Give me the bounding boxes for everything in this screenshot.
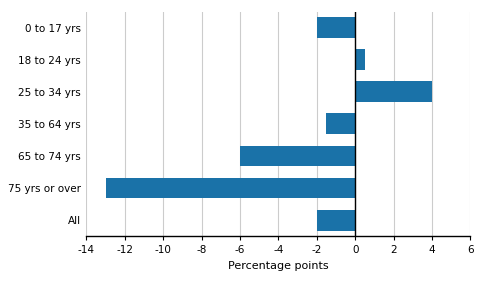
- Bar: [317, 17, 355, 38]
- Bar: [355, 81, 432, 102]
- Bar: [326, 113, 355, 134]
- Bar: [106, 178, 355, 198]
- Bar: [317, 210, 355, 230]
- Bar: [355, 49, 365, 70]
- Bar: [240, 145, 355, 166]
- X-axis label: Percentage points: Percentage points: [228, 261, 329, 271]
